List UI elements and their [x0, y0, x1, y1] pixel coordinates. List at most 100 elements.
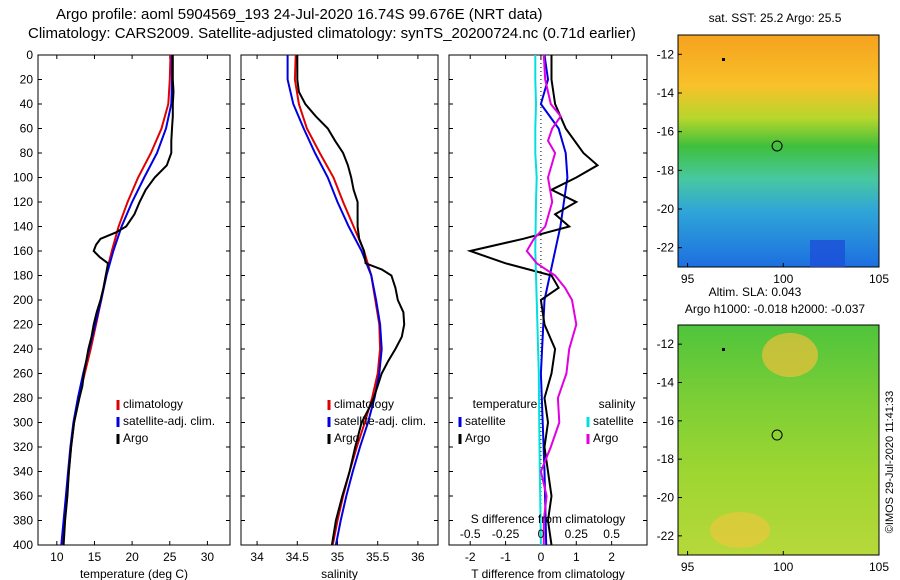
- map-y-tick-label: -20: [657, 491, 675, 505]
- y-tick-label: 280: [13, 391, 33, 405]
- map-y-tick-label: -22: [657, 241, 675, 255]
- x-tick-label: 35.5: [366, 550, 390, 564]
- s-tick-label: 0.25: [565, 527, 589, 541]
- x-tick-label: 34: [250, 550, 264, 564]
- sla-map-title-line2: Argo h1000: -0.018 h2000: -0.037: [685, 302, 865, 316]
- x-tick-label: 20: [125, 550, 139, 564]
- x-tick-label: 1: [573, 550, 580, 564]
- map-y-tick-label: -16: [657, 414, 675, 428]
- sst-map-title: sat. SST: 25.2 Argo: 25.5: [709, 11, 842, 25]
- legend-salinity-title: salinity: [599, 397, 636, 411]
- y-tick-label: 140: [13, 220, 33, 234]
- sla-map-title-line1: Altim. SLA: 0.043: [709, 285, 802, 299]
- legend-sal-argo: Argo: [593, 431, 619, 445]
- x-tick-label: -1: [500, 550, 511, 564]
- sla-map-float-marker: [771, 429, 783, 441]
- series-line-argo: [62, 55, 175, 546]
- y-tick-label: 60: [20, 122, 34, 136]
- series-line-argo: [296, 55, 406, 546]
- map-y-tick-label: -22: [657, 529, 675, 543]
- x-tick-label: 35: [331, 550, 345, 564]
- s-tick-label: 0.5: [603, 527, 620, 541]
- x-tick-label: 15: [88, 550, 102, 564]
- map-x-tick-label: 100: [773, 560, 793, 574]
- x-tick-label: 25: [163, 550, 177, 564]
- y-tick-label: 180: [13, 269, 33, 283]
- series-line-climatology: [61, 54, 172, 546]
- y-tick-label: 340: [13, 465, 33, 479]
- x-tick-label: -2: [465, 550, 476, 564]
- x-tick-label: 36: [411, 550, 425, 564]
- series-line-satellite-adj-clim-: [286, 55, 383, 546]
- legend-argo: Argo: [123, 431, 149, 445]
- y-tick-label: 400: [13, 538, 33, 552]
- legend-sal-satellite: satellite: [593, 414, 634, 428]
- map-x-tick-label: 105: [869, 560, 889, 574]
- y-tick-label: 300: [13, 416, 33, 430]
- map-x-tick-label: 105: [869, 272, 889, 286]
- plot-title-line2: Climatology: CARS2009. Satellite-adjuste…: [28, 25, 636, 42]
- map-y-tick-label: -18: [657, 452, 675, 466]
- x-tick-label: 2: [608, 550, 615, 564]
- imos-credit: ©IMOS 29-Jul-2020 11:41:33: [884, 391, 896, 533]
- y-tick-label: 80: [20, 146, 34, 160]
- x-tick-label: 0: [538, 550, 545, 564]
- temperature-panel-frame: [37, 54, 231, 546]
- map-y-tick-label: -12: [657, 337, 675, 351]
- y-tick-label: 360: [13, 489, 33, 503]
- y-tick-label: 220: [13, 318, 33, 332]
- legend-temperature-title: temperature: [473, 397, 538, 411]
- legend-argo: Argo: [334, 431, 360, 445]
- map-y-tick-label: -20: [657, 202, 675, 216]
- island-mark: [722, 348, 725, 351]
- map-y-tick-label: -14: [657, 86, 675, 100]
- salinity-difference-axis-label: S difference from climatology: [471, 512, 626, 526]
- legend-temp-argo: Argo: [465, 431, 491, 445]
- y-tick-label: 240: [13, 342, 33, 356]
- x-tick-label: 34.5: [286, 550, 310, 564]
- legend-satellite-adj: satellite-adj. clim.: [334, 414, 426, 428]
- map-y-tick-label: -12: [657, 47, 675, 61]
- salinity-x-axis-label: salinity: [321, 567, 358, 580]
- island-mark: [722, 58, 725, 61]
- y-tick-label: 120: [13, 195, 33, 209]
- y-tick-label: 40: [20, 97, 34, 111]
- map-x-tick-label: 100: [773, 272, 793, 286]
- y-tick-label: 260: [13, 367, 33, 381]
- map-y-tick-label: -16: [657, 125, 675, 139]
- legend-temp-satellite: satellite: [465, 414, 506, 428]
- map-y-tick-label: -14: [657, 376, 675, 390]
- series-line-temperature-argo: [466, 55, 600, 546]
- s-tick-label: -0.5: [460, 527, 481, 541]
- series-line-salinity-satellite: [534, 55, 542, 546]
- legend-climatology: climatology: [123, 397, 183, 411]
- map-x-tick-label: 95: [681, 272, 695, 286]
- plot-title-line1: Argo profile: aoml 5904569_193 24-Jul-20…: [56, 6, 543, 23]
- y-tick-label: 380: [13, 514, 33, 528]
- sst-map-float-marker: [771, 140, 783, 152]
- y-tick-label: 160: [13, 244, 33, 258]
- y-tick-label: 20: [20, 73, 34, 87]
- map-y-tick-label: -18: [657, 163, 675, 177]
- y-tick-label: 100: [13, 171, 33, 185]
- series-line-climatology: [293, 54, 382, 546]
- legend-satellite-adj: satellite-adj. clim.: [123, 414, 215, 428]
- difference-x-axis-label: T difference from climatology: [471, 567, 625, 580]
- sst-cold-patch: [810, 240, 845, 267]
- series-line-satellite-adj-clim-: [60, 55, 173, 546]
- s-tick-label: -0.25: [492, 527, 520, 541]
- sla-high-patch: [710, 512, 770, 548]
- series-line-temperature-satellite: [539, 54, 569, 546]
- salinity-panel-frame: [240, 54, 439, 546]
- x-tick-label: 10: [50, 550, 64, 564]
- legend-climatology: climatology: [334, 397, 394, 411]
- temperature-x-axis-label: temperature (deg C): [80, 567, 188, 580]
- series-line-salinity-argo: [525, 54, 578, 545]
- sla-high-patch: [762, 333, 818, 377]
- y-tick-label: 200: [13, 293, 33, 307]
- y-tick-label: 320: [13, 440, 33, 454]
- map-x-tick-label: 95: [681, 560, 695, 574]
- x-tick-label: 30: [201, 550, 215, 564]
- y-tick-label: 0: [26, 48, 33, 62]
